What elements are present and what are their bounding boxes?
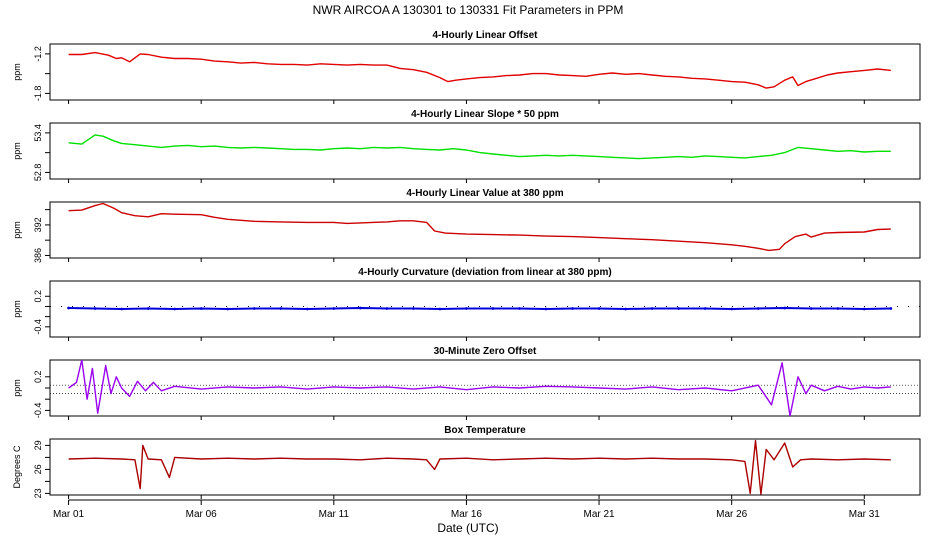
chart-title: NWR AIRCOA A 130301 to 130331 Fit Parame… <box>313 3 624 17</box>
panel-2-frame <box>49 122 921 180</box>
x-tick-label: Mar 21 <box>583 509 615 520</box>
panel-3: 4-Hourly Linear Value at 380 ppm 386 392 pp… <box>12 188 921 263</box>
x-axis: Mar 01 Mar 06 Mar 11 Mar 16 Mar 21 Mar 26 Mar … <box>53 499 881 520</box>
panel-1-ylabel: ppm <box>12 63 22 81</box>
panel-4-data-point <box>438 307 442 311</box>
panel-4-series-line <box>68 306 891 311</box>
panel-5-title: 30-Minute Zero Offset <box>434 346 537 357</box>
panel-4-data-point <box>199 307 203 310</box>
panel-4-data-point <box>146 307 150 310</box>
panel-6-frame <box>49 438 921 496</box>
panel-2-series-line <box>68 134 891 160</box>
x-tick-label: Mar 01 <box>53 509 85 520</box>
panel-2-ytick-label: 52.8 <box>33 164 43 182</box>
panel-4-data-point <box>756 307 760 310</box>
panel-4-data-point <box>465 307 468 310</box>
panel-2: 4-Hourly Linear Slope * 50 ppm 52.8 53.4 pp… <box>12 109 921 183</box>
panel-4-data-point <box>252 307 256 310</box>
panel-4-data-point <box>624 307 627 311</box>
panel-4-data-point <box>703 307 707 310</box>
panel-4-data-point <box>67 306 70 310</box>
panel-4-data-point <box>862 307 866 311</box>
panel-4-data-point <box>518 307 521 310</box>
panel-2-ytick-label: 53.4 <box>33 124 43 142</box>
x-tick-label: Mar 11 <box>319 509 350 520</box>
panel-2-title: 4-Hourly Linear Slope * 50 ppm <box>411 109 559 120</box>
panel-4-data-point <box>120 307 124 311</box>
panel-4: 4-Hourly Curvature (deviation from linea… <box>12 267 921 341</box>
panel-1-ytick-label: -1.2 <box>33 46 43 62</box>
x-tick-label: Mar 16 <box>451 509 483 520</box>
panels-group: 4-Hourly Linear Offset-1.8-1.2ppm4-Hourl… <box>12 30 921 499</box>
panel-1: 4-Hourly Linear Offset -1.8 -1.2 ppm <box>12 30 921 104</box>
panel-5-series-line <box>68 360 891 416</box>
panel-4-data-point <box>385 307 389 310</box>
x-tick-label: Mar 26 <box>716 509 748 520</box>
panel-4-data-point <box>173 307 177 311</box>
x-axis-label: Date (UTC) <box>437 521 498 535</box>
panel-4-data-point <box>279 307 283 310</box>
panel-4-data-point <box>305 307 309 311</box>
panel-4-data-point <box>597 307 601 310</box>
panel-4-data-point <box>226 307 230 311</box>
panel-3-frame <box>49 201 921 259</box>
panel-1-series-line <box>68 51 891 89</box>
panel-6-ytick-label: 23 <box>33 488 43 498</box>
panel-5: 30-Minute Zero Offset -0.4 0.2 ppm <box>12 346 921 420</box>
x-tick-label: Mar 31 <box>849 509 881 520</box>
panel-4-data-point <box>836 307 840 310</box>
panel-4-data-point <box>650 307 654 310</box>
panel-6: Box Temperature 23 26 29 Degrees C <box>12 425 921 499</box>
panel-4-title: 4-Hourly Curvature (deviation from linea… <box>358 267 611 278</box>
panel-4-data-point <box>332 307 336 310</box>
panel-4-ytick-label: 0.2 <box>33 290 43 303</box>
panel-6-ytick-label: 29 <box>33 440 43 450</box>
panel-6-ytick-label: 26 <box>33 464 43 474</box>
panel-4-ylabel: ppm <box>12 300 22 318</box>
panel-4-data-point <box>730 307 734 311</box>
panel-3-title: 4-Hourly Linear Value at 380 ppm <box>406 188 563 199</box>
panel-4-data-point <box>544 307 548 311</box>
panel-4-data-point <box>809 307 813 310</box>
panel-3-ylabel: ppm <box>12 221 22 239</box>
panel-1-frame <box>49 43 921 101</box>
panel-3-ytick-label: 392 <box>33 217 43 232</box>
panel-5-ytick-label: -0.4 <box>33 403 43 419</box>
panel-6-series-line <box>68 439 891 495</box>
panel-4-data-point <box>411 307 415 310</box>
panel-5-ylabel: ppm <box>12 379 22 397</box>
panel-3-ytick-label: 386 <box>33 248 43 263</box>
x-tick-label: Mar 06 <box>186 509 218 520</box>
panel-4-data-point <box>93 307 97 310</box>
panel-4-data-point <box>677 307 681 310</box>
panel-1-title: 4-Hourly Linear Offset <box>432 30 538 41</box>
panel-4-data-point <box>571 307 574 310</box>
panel-6-ylabel: Degrees C <box>12 445 22 489</box>
panel-4-data-point <box>491 307 495 310</box>
panel-4-data-point <box>783 306 787 310</box>
panel-6-title: Box Temperature <box>444 425 526 436</box>
panel-4-frame <box>49 280 921 338</box>
panel-5-ytick-label: 0.2 <box>33 371 43 384</box>
panel-2-ylabel: ppm <box>12 142 22 160</box>
panel-4-data-point <box>358 306 362 310</box>
panel-4-ytick-label: -0.4 <box>33 319 43 335</box>
panel-1-ytick-label: -1.8 <box>33 86 43 102</box>
panel-4-data-point <box>889 307 893 310</box>
panel-3-series-line <box>68 202 891 252</box>
